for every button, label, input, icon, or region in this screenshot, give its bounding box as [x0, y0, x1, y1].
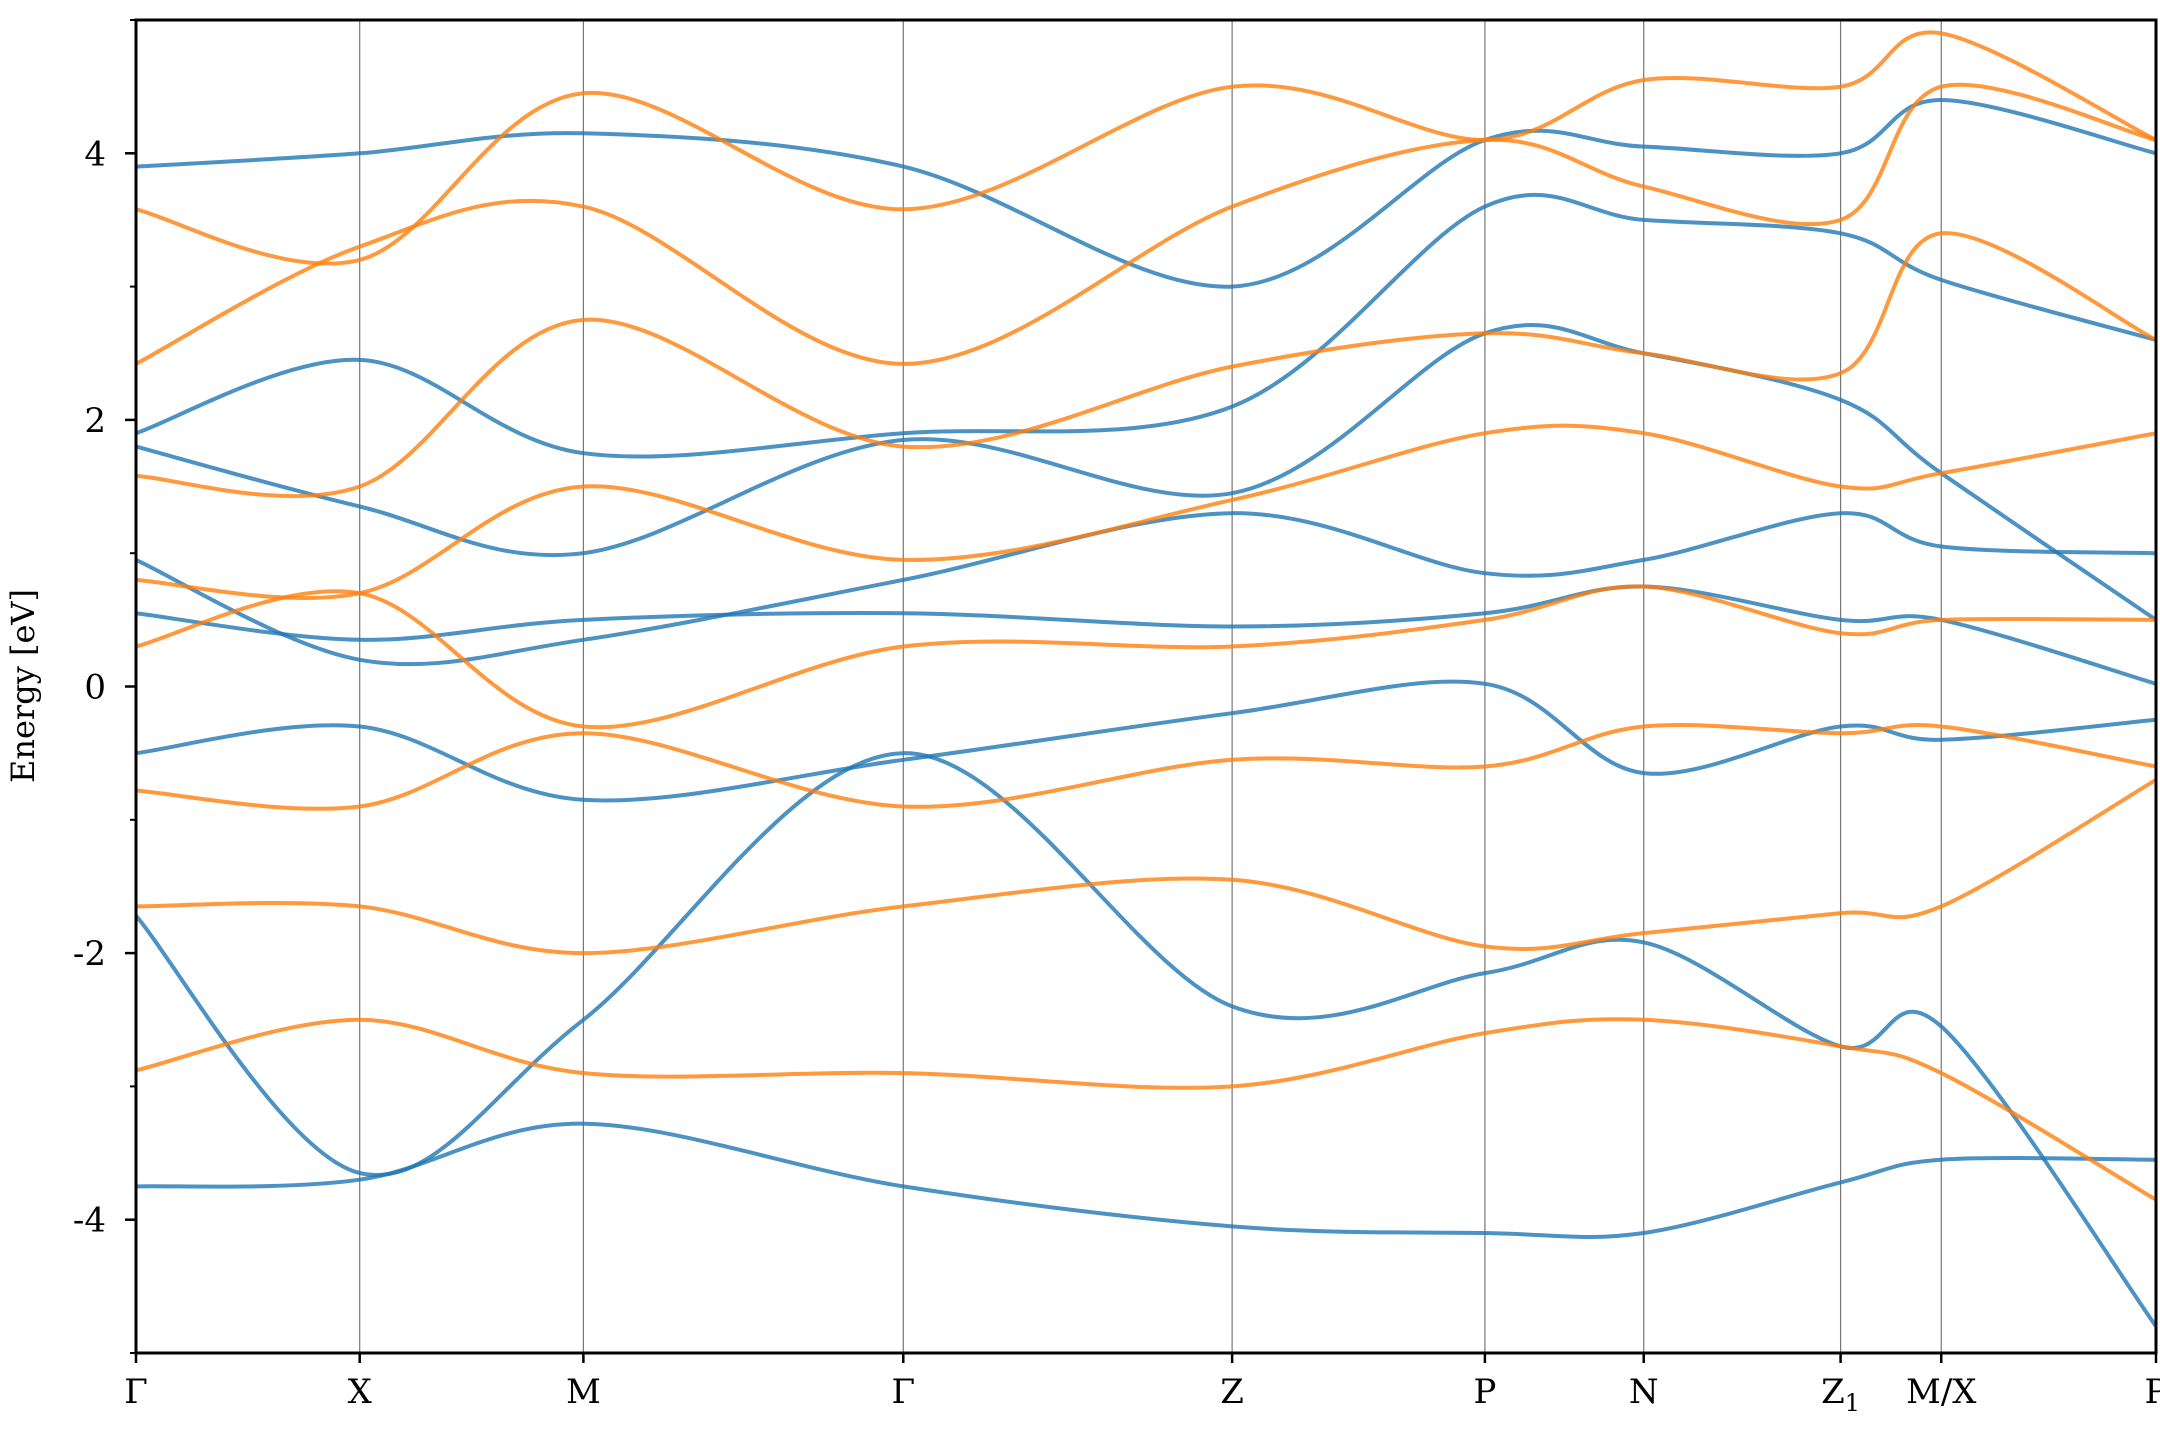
kpoint-label: Z1 — [1821, 1372, 1860, 1417]
y-tick-label: 0 — [84, 668, 106, 708]
kpoint-label: M — [566, 1372, 601, 1412]
spin-up-band — [136, 511, 2156, 667]
spin-down-band — [136, 1017, 2156, 1202]
spin-up-band — [136, 192, 2156, 459]
y-axis-label: Energy [eV] — [4, 589, 42, 783]
spin-down-band — [136, 82, 2156, 366]
bands — [136, 30, 2156, 1328]
y-tick-label: -2 — [73, 934, 106, 974]
x-axis: Γ X M Γ Z P N Z1 M/X P — [124, 1353, 2160, 1417]
spin-up-band — [136, 323, 2156, 622]
spin-down-band — [136, 584, 2156, 730]
spin-down-band — [136, 723, 2156, 811]
kpoint-label: N — [1629, 1372, 1659, 1412]
spin-down-band — [136, 231, 2156, 499]
y-tick-label: -4 — [73, 1201, 106, 1241]
kpoint-label: X — [348, 1372, 373, 1412]
kpoint-label: Γ — [891, 1372, 915, 1412]
spin-up-band — [136, 679, 2156, 803]
spin-up-band — [136, 98, 2156, 289]
y-axis: 4 2 0 -2 -4 — [73, 19, 136, 1354]
spin-up-band — [136, 751, 2156, 1328]
kpoint-label: Γ — [124, 1372, 148, 1412]
spin-up-band — [136, 1121, 2156, 1240]
kpoint-label: Z — [1220, 1372, 1244, 1412]
kpoint-label: M/X — [1906, 1372, 1977, 1412]
y-tick-label: 2 — [84, 401, 106, 441]
kpoint-label: P — [2145, 1372, 2160, 1412]
spin-down-band — [136, 423, 2156, 600]
spin-down-band — [136, 30, 2156, 266]
y-tick-label: 4 — [84, 134, 106, 174]
spin-down-band — [136, 778, 2156, 956]
kpoint-subscript: 1 — [1845, 1389, 1860, 1417]
kpoint-label: P — [1473, 1372, 1496, 1412]
spin-up-band — [136, 584, 2156, 686]
high-symmetry-lines — [359, 20, 1942, 1353]
